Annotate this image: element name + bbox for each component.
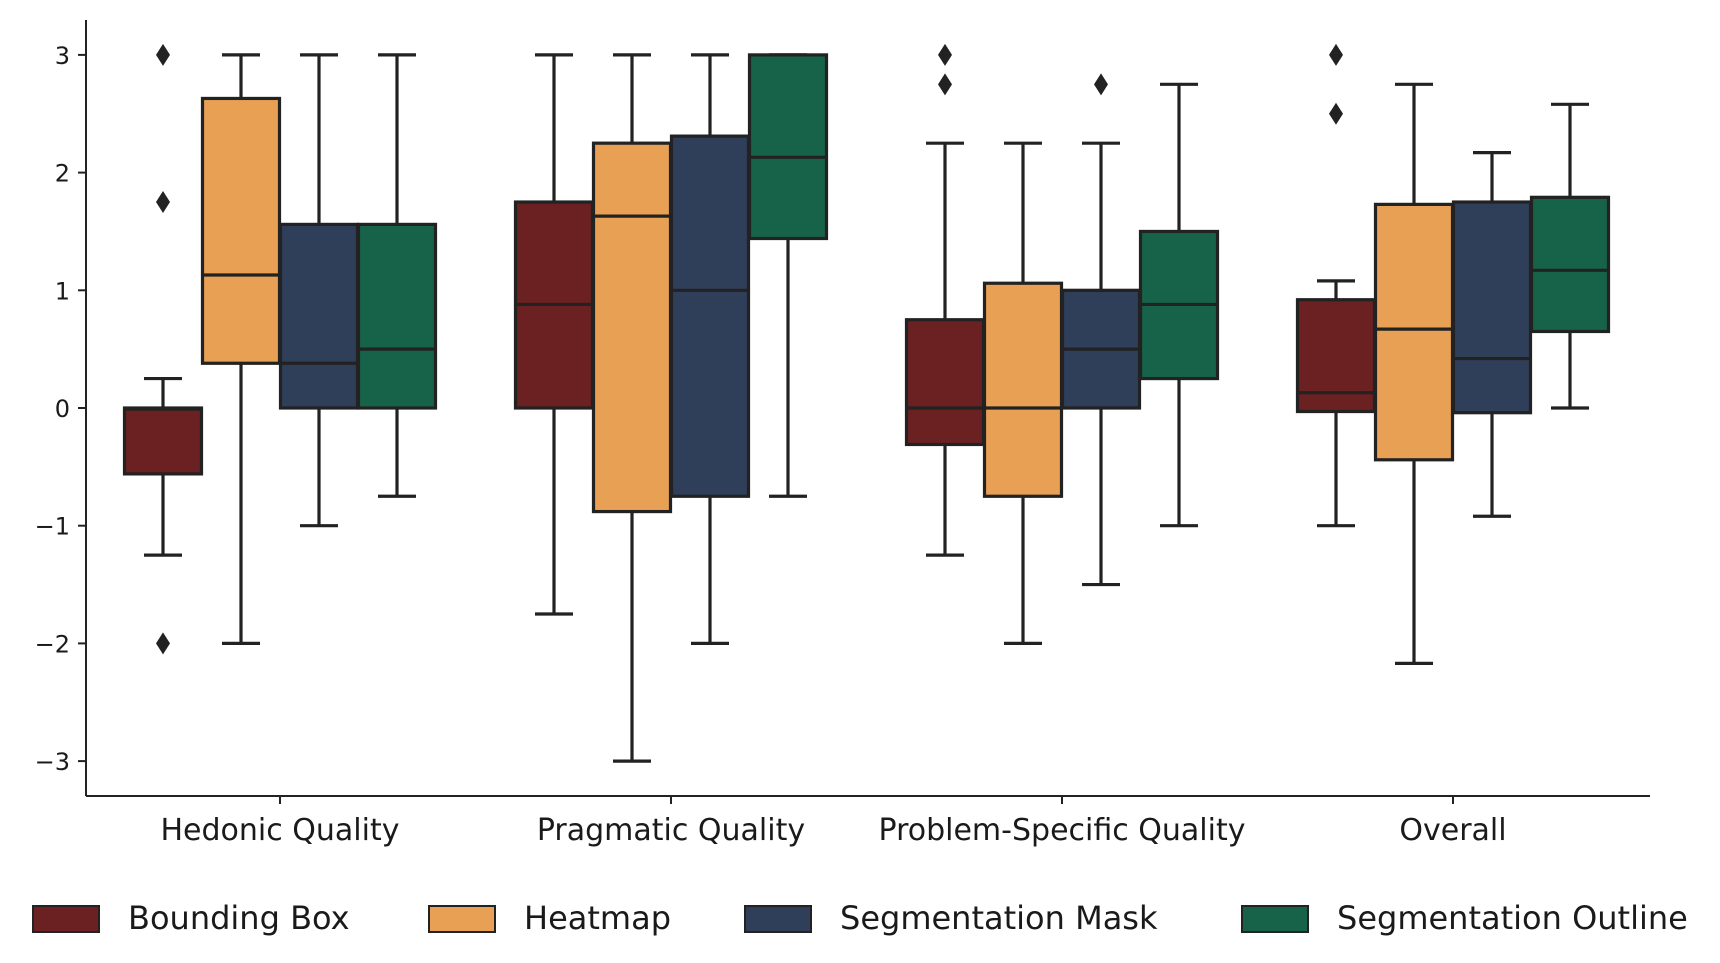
- outlier-point: [1329, 43, 1343, 66]
- outlier-point: [1329, 102, 1343, 125]
- legend-label: Segmentation Mask: [840, 899, 1158, 937]
- y-tick-label: 0: [55, 395, 70, 423]
- box-iqr: [904, 318, 986, 447]
- box-group: [1295, 43, 1377, 528]
- box-iqr: [669, 134, 751, 498]
- box-groups: [122, 43, 1611, 763]
- box-iqr: [278, 222, 360, 410]
- box-iqr: [1373, 202, 1455, 462]
- box-group: [1060, 73, 1142, 587]
- y-tick-label: −2: [35, 630, 70, 658]
- legend: Bounding Box Heatmap Segmentation Mask Segm…: [32, 899, 1688, 937]
- box-iqr: [200, 96, 282, 365]
- y-tick-label: −1: [35, 513, 70, 541]
- x-tick-label: Hedonic Quality: [161, 813, 400, 848]
- outlier-point: [156, 191, 170, 214]
- box-group: [982, 141, 1064, 646]
- legend-swatch: [744, 905, 812, 933]
- outlier-point: [156, 43, 170, 66]
- box-iqr: [982, 281, 1064, 498]
- outlier-point: [156, 632, 170, 655]
- box-group: [747, 53, 829, 498]
- y-tick-label: 1: [55, 277, 70, 305]
- box-group: [1451, 150, 1533, 518]
- legend-label: Heatmap: [524, 899, 671, 937]
- box-iqr: [1295, 298, 1377, 414]
- axes: 3 2 1 0 −1 −2 −3 Hedonic Quality Pragmatic Quali…: [35, 20, 1650, 848]
- box-group: [1138, 82, 1220, 528]
- box-group: [1529, 102, 1611, 410]
- box-group: [356, 53, 438, 498]
- y-tick-label: −3: [35, 748, 70, 776]
- x-tick-label: Overall: [1399, 813, 1506, 848]
- box-group: [122, 43, 204, 655]
- box-iqr: [356, 222, 438, 410]
- outlier-point: [938, 43, 952, 66]
- box-iqr: [1529, 195, 1611, 334]
- box-iqr: [591, 141, 673, 514]
- x-tick-label: Problem-Specific Quality: [879, 813, 1246, 848]
- box-group: [904, 43, 986, 557]
- box-group: [278, 53, 360, 528]
- legend-swatch: [428, 905, 496, 933]
- box-group: [1373, 82, 1455, 666]
- legend-swatch: [1241, 905, 1309, 933]
- x-tick-label: Pragmatic Quality: [537, 813, 805, 848]
- box-iqr: [122, 406, 204, 476]
- legend-label: Bounding Box: [128, 899, 350, 937]
- box-iqr: [1451, 200, 1533, 415]
- legend-swatch: [32, 905, 100, 933]
- outlier-point: [1094, 73, 1108, 96]
- box-group: [591, 53, 673, 763]
- box-group: [513, 53, 595, 616]
- legend-label: Segmentation Outline: [1337, 899, 1688, 937]
- box-iqr: [747, 53, 829, 241]
- y-tick-label: 2: [55, 160, 70, 188]
- box-group: [669, 53, 751, 646]
- box-group: [200, 53, 282, 646]
- y-tick-label: 3: [55, 42, 70, 70]
- outlier-point: [938, 73, 952, 96]
